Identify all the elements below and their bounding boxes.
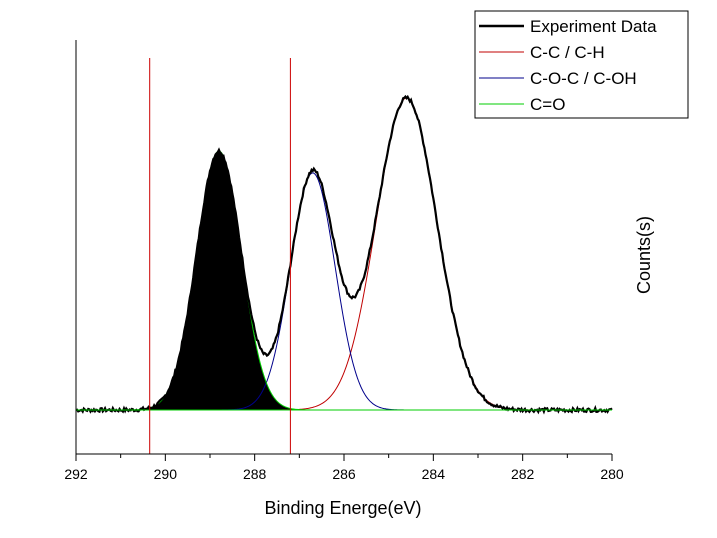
- peak-fill-co: [76, 151, 612, 411]
- legend-label-coc: C-O-C / C-OH: [530, 69, 637, 88]
- legend-label-co: C=O: [530, 95, 565, 114]
- experiment-curve: [75, 94, 613, 415]
- x-tick-label-282: 282: [511, 466, 535, 482]
- legend-label-experiment: Experiment Data: [530, 17, 657, 36]
- x-axis: 292 290 288 286 284 282 280: [64, 40, 624, 482]
- curves-layer: [75, 94, 613, 415]
- plot-area: [75, 58, 613, 454]
- x-tick-label-290: 290: [154, 466, 178, 482]
- x-axis-label: Binding Energe(eV): [264, 498, 421, 518]
- x-tick-label-286: 286: [332, 466, 356, 482]
- y-axis-label: Counts(s): [634, 216, 654, 294]
- x-tick-label-280: 280: [600, 466, 624, 482]
- legend: Experiment Data C-C / C-H C-O-C / C-OH C…: [474, 10, 689, 119]
- x-tick-label-284: 284: [422, 466, 446, 482]
- legend-box: [474, 10, 689, 119]
- vertical-markers: [149, 58, 291, 454]
- x-tick-label-288: 288: [243, 466, 267, 482]
- legend-label-cc: C-C / C-H: [530, 43, 605, 62]
- peak-curve-cc: [76, 97, 612, 411]
- peak-curve-coc: [76, 172, 612, 411]
- x-tick-label-292: 292: [64, 466, 88, 482]
